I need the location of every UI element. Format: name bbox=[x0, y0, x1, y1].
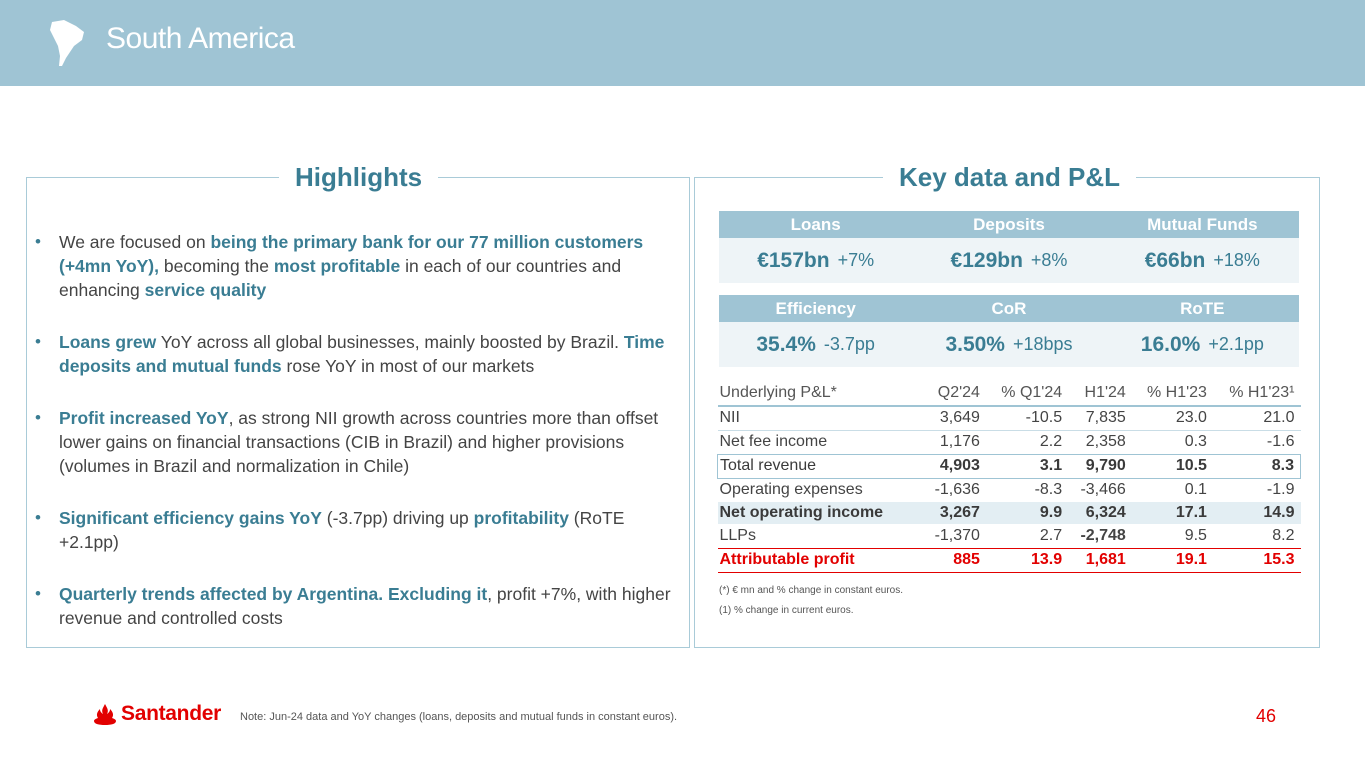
highlights-title: Highlights bbox=[279, 162, 439, 192]
highlights-list: We are focused on being the primary bank… bbox=[33, 230, 673, 658]
column-header: % Q1'24 bbox=[985, 380, 1069, 407]
metric-label: Deposits bbox=[973, 215, 1045, 234]
metric-change: +2.1pp bbox=[1208, 334, 1264, 354]
santander-logo: Santander bbox=[93, 702, 221, 726]
brand-name: Santander bbox=[121, 702, 221, 725]
highlight-bullet-5: Quarterly trends affected by Argentina. … bbox=[33, 582, 673, 630]
table-row: NII 3,649 -10.5 7,835 23.0 21.0 bbox=[717, 406, 1301, 431]
page-number: 46 bbox=[1256, 706, 1277, 726]
column-header: H1'24 bbox=[1068, 380, 1132, 407]
key-data-panel: Key data and P&L Loans Deposits Mutual F… bbox=[694, 162, 1320, 648]
metric-change: +7% bbox=[837, 250, 875, 270]
volume-metrics: Loans Deposits Mutual Funds €157bn +7% €… bbox=[719, 211, 1299, 283]
column-header: Q2'24 bbox=[922, 380, 986, 407]
highlight-bullet-1: We are focused on being the primary bank… bbox=[33, 230, 673, 302]
south-america-map-icon bbox=[50, 20, 84, 66]
metric-value: €129bn bbox=[950, 248, 1023, 272]
metric-value: 35.4% bbox=[756, 332, 816, 356]
table-row-net-operating-income: Net operating income 3,267 9.9 6,324 17.1 14.… bbox=[717, 502, 1301, 524]
highlights-panel: Highlights We are focused on being the p… bbox=[26, 162, 690, 648]
metric-label: Loans bbox=[790, 215, 841, 234]
metric-value: 16.0% bbox=[1140, 332, 1201, 356]
mutual-funds-metric: €66bn +18% bbox=[1106, 238, 1299, 283]
metric-change: +8% bbox=[1030, 250, 1068, 270]
footnote: (1) % change in current euros. bbox=[719, 605, 854, 616]
pl-table: Underlying P&L* Q2'24 % Q1'24 H1'24 % H1… bbox=[717, 380, 1301, 573]
footer-note: Note: Jun-24 data and YoY changes (loans… bbox=[240, 711, 678, 723]
metric-change: +18bps bbox=[1012, 334, 1073, 354]
footnote: (*) € mn and % change in constant euros. bbox=[719, 585, 903, 596]
column-header: Underlying P&L* bbox=[717, 380, 923, 407]
metric-change: -3.7pp bbox=[823, 334, 875, 354]
metric-label: Mutual Funds bbox=[1147, 215, 1258, 234]
flame-icon bbox=[94, 704, 116, 725]
column-header: % H1'23¹ bbox=[1212, 380, 1301, 407]
column-header: % H1'23 bbox=[1131, 380, 1213, 407]
efficiency-metric: 35.4% -3.7pp bbox=[719, 322, 912, 367]
metric-value: 3.50% bbox=[945, 332, 1005, 356]
page-title: South America bbox=[106, 22, 295, 55]
metric-label: CoR bbox=[991, 299, 1027, 318]
metric-value: €157bn bbox=[757, 248, 830, 272]
metric-value: €66bn bbox=[1144, 248, 1206, 272]
table-header-row: Underlying P&L* Q2'24 % Q1'24 H1'24 % H1… bbox=[717, 380, 1301, 407]
cor-metric: 3.50% +18bps bbox=[912, 322, 1105, 367]
table-row: Net fee income 1,176 2.2 2,358 0.3 -1.6 bbox=[719, 433, 1295, 450]
loans-metric: €157bn +7% bbox=[719, 238, 912, 283]
table-row-total-revenue: Total revenue 4,903 3.1 9,790 10.5 8.3 bbox=[717, 453, 1301, 479]
header-bar: South America bbox=[0, 0, 1365, 86]
table-row-attributable-profit: Attributable profit 885 13.9 1,681 19.1 15.3 bbox=[717, 548, 1301, 573]
metric-label: Efficiency bbox=[775, 299, 856, 318]
metric-change: +18% bbox=[1213, 250, 1260, 270]
metric-label: RoTE bbox=[1180, 299, 1225, 318]
deposits-metric: €129bn +8% bbox=[912, 238, 1105, 283]
table-row: Operating expenses -1,636 -8.3 -3,466 0.1 -1.… bbox=[719, 481, 1295, 499]
highlight-bullet-2: Loans grew YoY across all global busines… bbox=[33, 330, 673, 378]
key-data-title: Key data and P&L bbox=[883, 162, 1137, 192]
highlight-bullet-4: Significant efficiency gains YoY (-3.7pp… bbox=[33, 506, 673, 554]
rote-metric: 16.0% +2.1pp bbox=[1106, 322, 1299, 367]
ratio-metrics: Efficiency CoR RoTE 35.4% -3.7pp 3.50% +… bbox=[719, 295, 1299, 367]
highlight-bullet-3: Profit increased YoY, as strong NII grow… bbox=[33, 406, 673, 478]
table-row: LLPs -1,370 2.7 -2,748 9.5 8.2 bbox=[717, 524, 1301, 549]
